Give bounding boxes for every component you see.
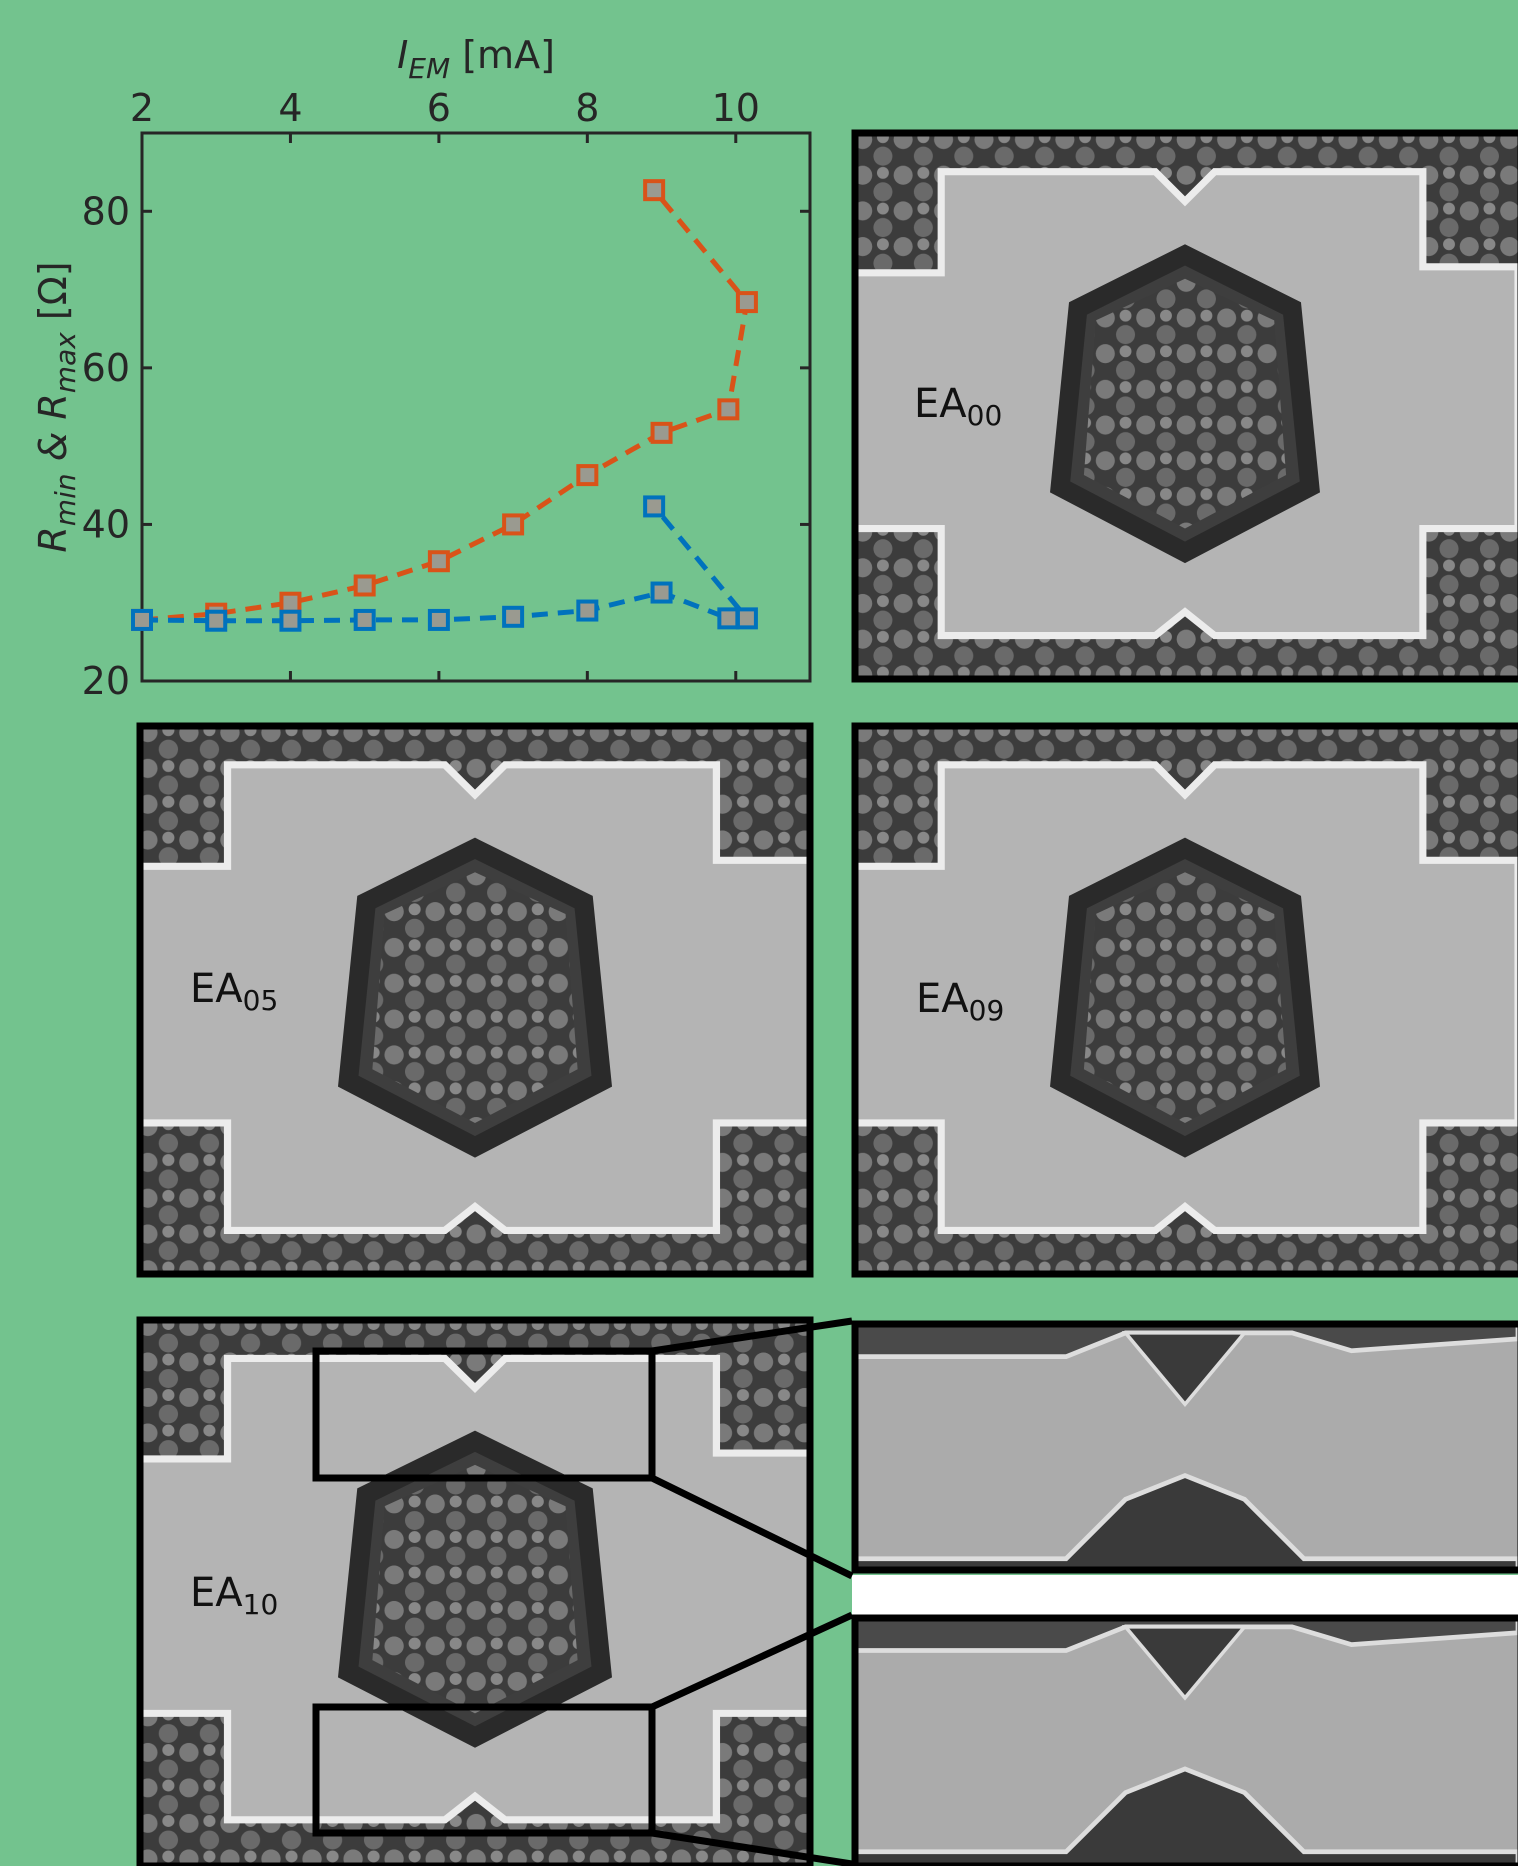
x-axis-label: IEM [mA] [397,33,555,85]
y-tick-label: 40 [82,502,130,546]
plot-area [142,133,810,681]
marker [281,612,299,630]
x-tick-label: 10 [712,86,760,130]
marker [645,181,663,199]
marker [738,293,756,311]
marker [578,602,596,620]
x-tick-label: 4 [278,86,302,130]
y-tick-label: 20 [82,659,130,703]
marker [645,497,663,515]
zoom-image [852,1321,1518,1573]
zoom-image [852,1615,1518,1866]
marker [430,552,448,570]
y-axis-label: Rmin & Rmax [Ω] [31,261,82,552]
y-tick-label: 60 [82,346,130,390]
marker [719,609,737,627]
x-tick-label: 2 [130,86,154,130]
marker [578,466,596,484]
marker [504,608,522,626]
marker [738,609,756,627]
marker [207,612,225,630]
marker [133,611,151,629]
marker [356,576,374,594]
marker [719,400,737,418]
separator [852,1575,1518,1615]
marker [281,594,299,612]
marker [653,584,671,602]
marker [653,424,671,442]
marker [430,611,448,629]
marker [356,611,374,629]
x-tick-label: 8 [575,86,599,130]
y-tick-label: 80 [82,189,130,233]
x-tick-label: 6 [427,86,451,130]
figure: EA00 EA05 EA09 EA10 IEM [mA] Rmin & Rmax… [0,0,1518,1866]
marker [504,515,522,533]
